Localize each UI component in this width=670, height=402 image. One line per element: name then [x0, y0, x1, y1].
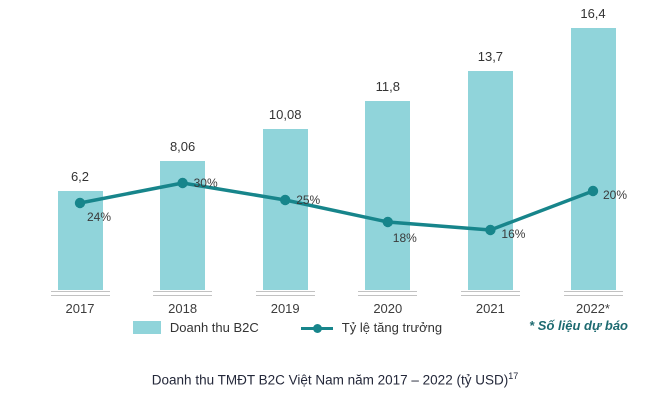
- axis-tick: [563, 291, 623, 296]
- bar-value-label: 13,7: [477, 49, 504, 64]
- chart-caption-superscript: 17: [508, 371, 519, 381]
- revenue-bar: [570, 28, 616, 290]
- growth-point-label: 20%: [603, 188, 628, 202]
- legend: Doanh thu B2C Tỷ lệ tăng trưởng: [0, 320, 575, 335]
- axis-tick: [460, 291, 520, 296]
- growth-point-label: 16%: [501, 227, 526, 241]
- year-label: 2019: [270, 301, 300, 316]
- year-label: 2020: [373, 301, 403, 316]
- year-label: 2022*: [576, 301, 610, 316]
- growth-point-label: 25%: [296, 193, 321, 207]
- revenue-bar: [365, 101, 411, 290]
- revenue-swatch-icon: [132, 321, 161, 334]
- year-label: 2017: [65, 301, 95, 316]
- axis-tick: [255, 291, 315, 296]
- legend-item-growth: Tỷ lệ tăng trưởng: [300, 320, 443, 335]
- chart-caption-text: Doanh thu TMĐT B2C Việt Nam năm 2017 – 2…: [151, 372, 509, 388]
- axis-tick: [358, 291, 418, 296]
- revenue-bar: [57, 191, 103, 290]
- legend-revenue-label: Doanh thu B2C: [169, 320, 259, 335]
- axis-tick: [153, 291, 213, 296]
- axis-tick: [50, 291, 110, 296]
- bar-value-label: 6,2: [70, 169, 90, 184]
- chart-caption: Doanh thu TMĐT B2C Việt Nam năm 2017 – 2…: [0, 371, 670, 388]
- growth-line-dot-icon: [312, 323, 322, 333]
- growth-point-label: 18%: [392, 231, 417, 245]
- forecast-footnote: * Số liệu dự báo: [529, 318, 628, 333]
- bar-value-label: 10,08: [268, 107, 302, 122]
- revenue-bar: [467, 71, 513, 290]
- year-label: 2021: [475, 301, 505, 316]
- bar-value-label: 11,8: [375, 79, 400, 94]
- revenue-bar: [262, 129, 308, 290]
- bar-value-label: 8,06: [169, 139, 196, 154]
- growth-point-label: 30%: [193, 176, 218, 190]
- growth-point-label: 24%: [87, 210, 112, 224]
- legend-growth-label: Tỷ lệ tăng trưởng: [341, 320, 443, 335]
- year-label: 2018: [168, 301, 198, 316]
- growth-line-icon: [300, 322, 333, 334]
- legend-item-revenue: Doanh thu B2C: [132, 320, 259, 335]
- bar-value-label: 16,4: [580, 6, 606, 21]
